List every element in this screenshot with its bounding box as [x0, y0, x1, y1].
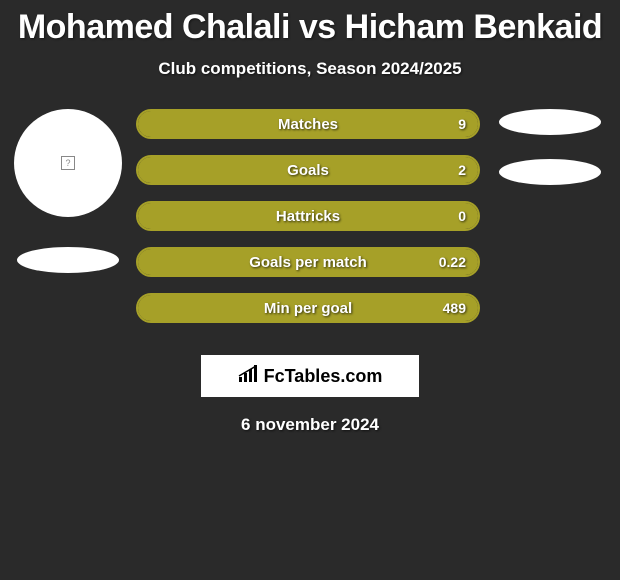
logo-box: FcTables.com: [201, 355, 419, 397]
stat-bar: Goals per match 0.22: [136, 247, 480, 277]
stat-value: 489: [443, 300, 466, 316]
left-player-avatar: ?: [14, 109, 122, 217]
stat-value: 9: [458, 116, 466, 132]
comparison-title: Mohamed Chalali vs Hicham Benkaid: [0, 0, 620, 47]
left-player-column: ?: [8, 109, 128, 273]
right-player-column: [490, 109, 610, 185]
stat-bar: Goals 2: [136, 155, 480, 185]
logo-text: FcTables.com: [238, 365, 383, 388]
stat-label: Hattricks: [276, 208, 340, 225]
stats-content: ? Matches 9 Goals 2 Hattricks 0 Goals per matc…: [0, 109, 620, 349]
right-player-ellipse-2: [499, 159, 601, 185]
stat-value: 0.22: [439, 254, 466, 270]
stat-bar: Hattricks 0: [136, 201, 480, 231]
avatar-placeholder-icon: ?: [61, 156, 75, 170]
logo-label: FcTables.com: [264, 366, 383, 387]
stat-label: Goals: [287, 162, 329, 179]
snapshot-date: 6 november 2024: [0, 415, 620, 435]
season-subtitle: Club competitions, Season 2024/2025: [0, 59, 620, 79]
stat-bars: Matches 9 Goals 2 Hattricks 0 Goals per match 0…: [136, 109, 480, 339]
stat-label: Min per goal: [264, 300, 352, 317]
stat-bar: Matches 9: [136, 109, 480, 139]
left-player-shadow: [17, 247, 119, 273]
stat-bar: Min per goal 489: [136, 293, 480, 323]
right-player-ellipse-1: [499, 109, 601, 135]
stat-value: 0: [458, 208, 466, 224]
stat-label: Goals per match: [249, 254, 367, 271]
stat-label: Matches: [278, 116, 338, 133]
chart-bars-icon: [238, 365, 260, 388]
stat-value: 2: [458, 162, 466, 178]
